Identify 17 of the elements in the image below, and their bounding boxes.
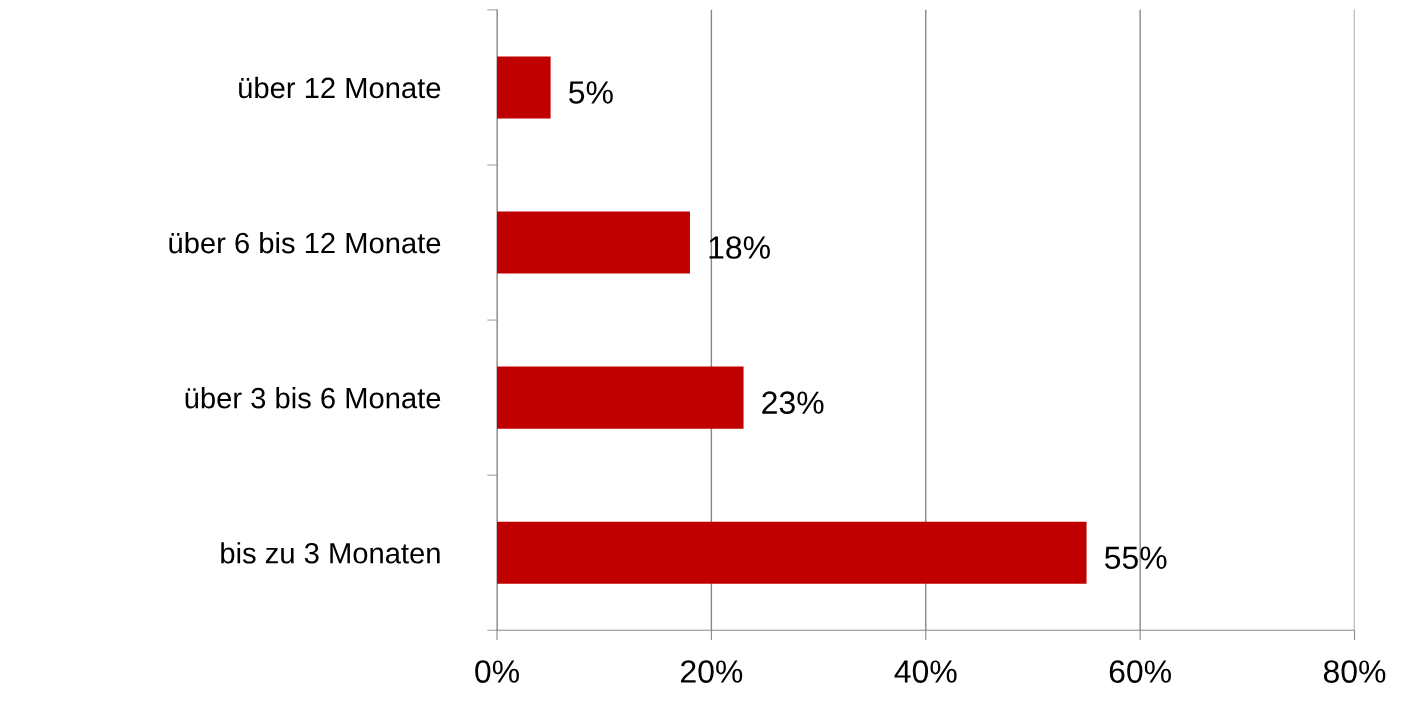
data-label: 23% <box>762 391 824 414</box>
y-tick-label: über 6 bis 12 Monate <box>169 231 441 254</box>
bar <box>497 366 744 429</box>
bar <box>497 211 690 274</box>
x-tick-label: 0% <box>475 660 519 683</box>
x-tick-label: 60% <box>1109 660 1171 683</box>
data-label: 5% <box>569 81 613 104</box>
x-tick-label: 40% <box>894 660 957 683</box>
bar <box>497 56 551 119</box>
data-label: 55% <box>1104 546 1167 570</box>
y-tick-label: über 12 Monate <box>239 76 441 99</box>
data-label: 18% <box>709 236 770 259</box>
y-tick-label: über 3 bis 6 Monate <box>185 387 441 409</box>
x-tick-label: 80% <box>1323 660 1386 683</box>
y-tick-label: bis zu 3 Monaten <box>221 542 440 564</box>
x-tick-label: 20% <box>681 660 743 683</box>
bar <box>497 521 1087 584</box>
